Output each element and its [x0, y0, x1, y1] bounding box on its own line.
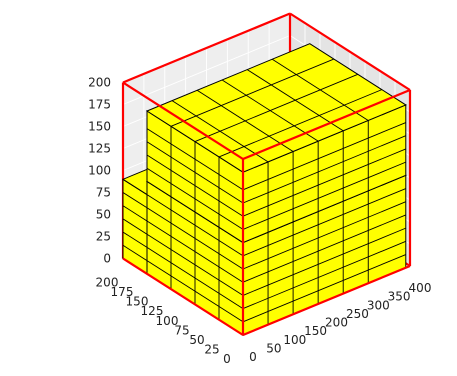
box-seam	[242, 227, 406, 296]
tick-label-y: 75	[174, 323, 189, 337]
box-seam	[242, 254, 406, 323]
tick-label-z: 50	[96, 208, 111, 222]
tick-label-y: 200	[96, 276, 119, 290]
box-seam	[146, 128, 244, 191]
axis-ticks: 0501001502002503003504000255075100125150…	[88, 76, 431, 367]
tick-label-x: 50	[266, 341, 281, 355]
box-seam	[146, 260, 244, 323]
box-seam	[194, 73, 358, 143]
box-seam	[170, 58, 334, 127]
tick-label-z: 175	[88, 98, 111, 112]
gridline-z-back	[122, 35, 291, 105]
box-seam	[242, 161, 406, 230]
container-edge	[122, 257, 244, 336]
tick-label-x: 0	[249, 350, 257, 364]
box-seam	[146, 167, 244, 230]
tick-label-x: 250	[346, 307, 369, 321]
tick-label-x: 300	[367, 298, 390, 312]
box-seam	[242, 214, 406, 283]
box-seam	[146, 141, 244, 204]
tick-label-x: 400	[409, 281, 432, 295]
box-seam	[146, 247, 244, 309]
box-seam	[146, 194, 244, 257]
container-outline-front	[122, 81, 411, 337]
tick-label-z: 75	[96, 186, 111, 200]
tick-label-y: 175	[111, 285, 134, 299]
container-edge	[122, 12, 291, 84]
box-seam	[242, 201, 406, 270]
tick-label-x: 150	[304, 324, 327, 338]
box-seam	[122, 218, 148, 235]
container-edge	[242, 264, 411, 337]
container-edge	[289, 12, 411, 91]
tick-label-y: 150	[126, 295, 149, 309]
tick-label-z: 25	[96, 230, 111, 244]
tick-label-z: 100	[88, 164, 111, 178]
tick-label-y: 100	[156, 314, 179, 328]
box-seam	[218, 89, 382, 158]
tick-label-z: 0	[103, 252, 111, 266]
box-seam	[242, 122, 406, 191]
box-seam	[242, 135, 406, 204]
container-edge	[242, 88, 411, 161]
box-seam	[146, 233, 244, 296]
box-seam	[146, 220, 244, 283]
box-seam	[242, 240, 406, 310]
tick-label-x: 200	[325, 316, 348, 330]
tick-label-z: 150	[88, 120, 111, 134]
box-seam	[122, 231, 148, 248]
box-seam	[146, 207, 244, 270]
tick-label-y: 50	[189, 333, 204, 347]
box-seam	[242, 148, 406, 217]
tick-label-x: 350	[388, 290, 411, 304]
tick-label-x: 100	[283, 333, 306, 347]
box-seam	[122, 244, 148, 261]
box-seam	[146, 154, 244, 217]
tick-label-z: 125	[88, 142, 111, 156]
container-edge	[122, 81, 244, 160]
box-seam	[122, 192, 148, 209]
tick-label-y: 0	[223, 352, 231, 366]
tick-label-z: 200	[88, 76, 111, 90]
box-seam	[242, 188, 406, 257]
tick-label-y: 125	[141, 304, 164, 318]
box-seam	[122, 205, 148, 222]
tick-label-y: 25	[204, 342, 219, 356]
